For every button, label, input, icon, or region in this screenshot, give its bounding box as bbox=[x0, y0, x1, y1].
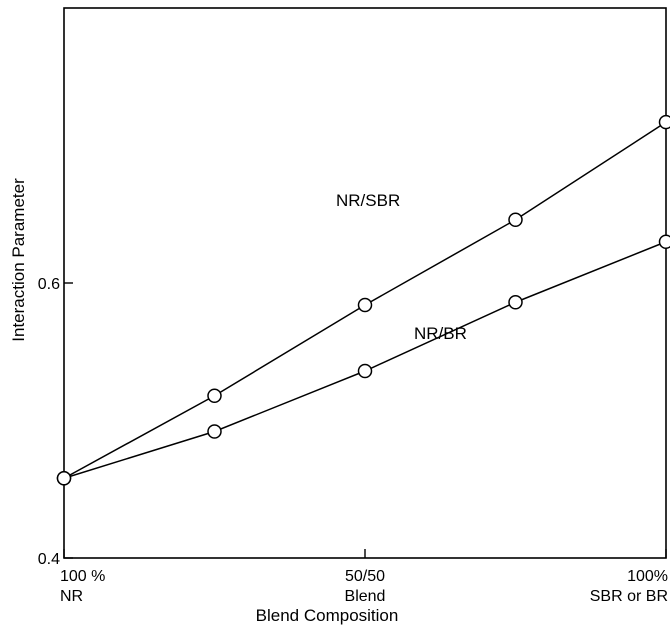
x-tick-label: 100% bbox=[627, 568, 668, 585]
x-tick-label: SBR or BR bbox=[590, 588, 668, 605]
series-group: NR/SBR NR/BR bbox=[56, 114, 670, 486]
series-0: NR/SBR bbox=[56, 114, 670, 486]
data-point bbox=[658, 114, 670, 130]
x-tick-label: 50/50 bbox=[345, 568, 385, 585]
series-1: NR/BR bbox=[56, 234, 670, 486]
data-point bbox=[207, 424, 222, 439]
plot-frame bbox=[63, 7, 667, 559]
series-label: NR/BR bbox=[414, 324, 467, 343]
x-axis-label: Blend Composition bbox=[256, 606, 399, 625]
data-point bbox=[508, 295, 523, 310]
y-tick-label: 0.6 bbox=[38, 276, 60, 293]
data-point bbox=[207, 388, 222, 403]
plot-border bbox=[63, 7, 667, 559]
x-tick-label: Blend bbox=[345, 588, 386, 605]
series-line bbox=[63, 241, 667, 479]
x-tick-label: 100 % bbox=[60, 568, 105, 585]
axis-ticks: 0.4 0.6 100 % NR 50/50 Blend 100% SBR or BR bbox=[38, 276, 668, 605]
data-point bbox=[357, 297, 373, 313]
x-tick-label: NR bbox=[60, 588, 83, 605]
y-axis-label: Interaction Parameter bbox=[9, 178, 28, 342]
data-point bbox=[357, 363, 373, 379]
data-point bbox=[56, 471, 72, 486]
y-tick-label: 0.4 bbox=[38, 551, 60, 568]
series-label: NR/SBR bbox=[336, 191, 400, 210]
chart-labels: Blend Composition Interaction Parameter bbox=[9, 178, 398, 625]
data-point bbox=[658, 234, 670, 249]
data-point bbox=[508, 212, 523, 227]
